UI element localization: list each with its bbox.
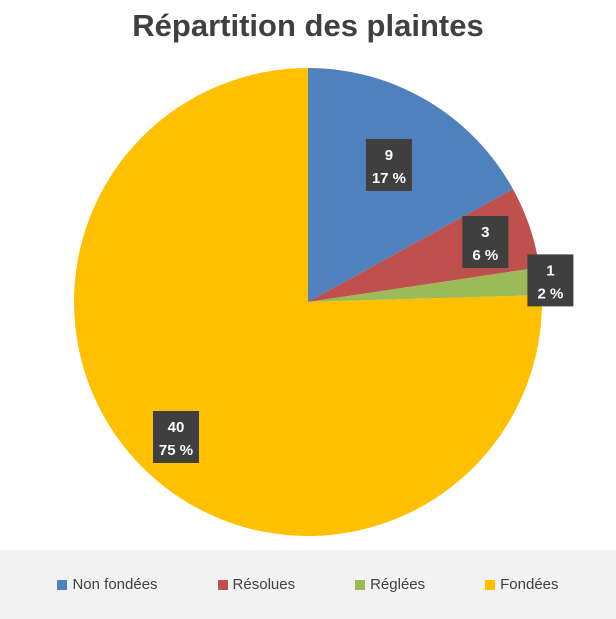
data-label-box-non-fondees	[365, 138, 412, 191]
legend: Non fondées Résolues Réglées Fondées	[0, 550, 616, 619]
pie-slice-reglees	[308, 267, 542, 302]
legend-item-resolues: Résolues	[217, 576, 296, 593]
data-label-value-non-fondees: 9	[385, 147, 393, 164]
data-label-percent-non-fondees: 17 %	[372, 170, 406, 187]
legend-label: Fondées	[500, 576, 559, 593]
data-label-box-reglees	[527, 254, 574, 307]
legend-swatch	[57, 579, 68, 590]
data-label-value-resolues: 3	[481, 224, 489, 241]
legend-label: Réglées	[370, 576, 426, 593]
pie-slices	[74, 68, 543, 536]
legend-label: Résolues	[232, 576, 296, 593]
legend-item-reglees: Réglées	[355, 576, 425, 593]
data-label-percent-resolues: 6 %	[472, 247, 498, 264]
data-label-value-reglees: 1	[546, 262, 554, 279]
data-label-value-fondees: 40	[168, 419, 185, 436]
legend-swatch	[217, 579, 228, 590]
data-label-box-resolues	[462, 216, 509, 269]
pie-chart: 9 17 % 3 6 % 1 2 % 40 75 %	[74, 68, 574, 536]
data-label-percent-reglees: 2 %	[537, 285, 563, 302]
legend-item-non-fondees: Non fondées	[57, 576, 158, 593]
legend-swatch	[355, 579, 366, 590]
data-labels: 9 17 % 3 6 % 1 2 % 40 75 %	[153, 138, 574, 463]
legend-item-fondees: Fondées	[485, 576, 559, 593]
data-label-percent-fondees: 75 %	[159, 442, 193, 459]
data-label-box-fondees	[153, 411, 199, 463]
chart-title: Répartition des plaintes	[132, 8, 484, 43]
legend-swatch	[485, 579, 496, 590]
legend-label: Non fondées	[72, 576, 158, 593]
